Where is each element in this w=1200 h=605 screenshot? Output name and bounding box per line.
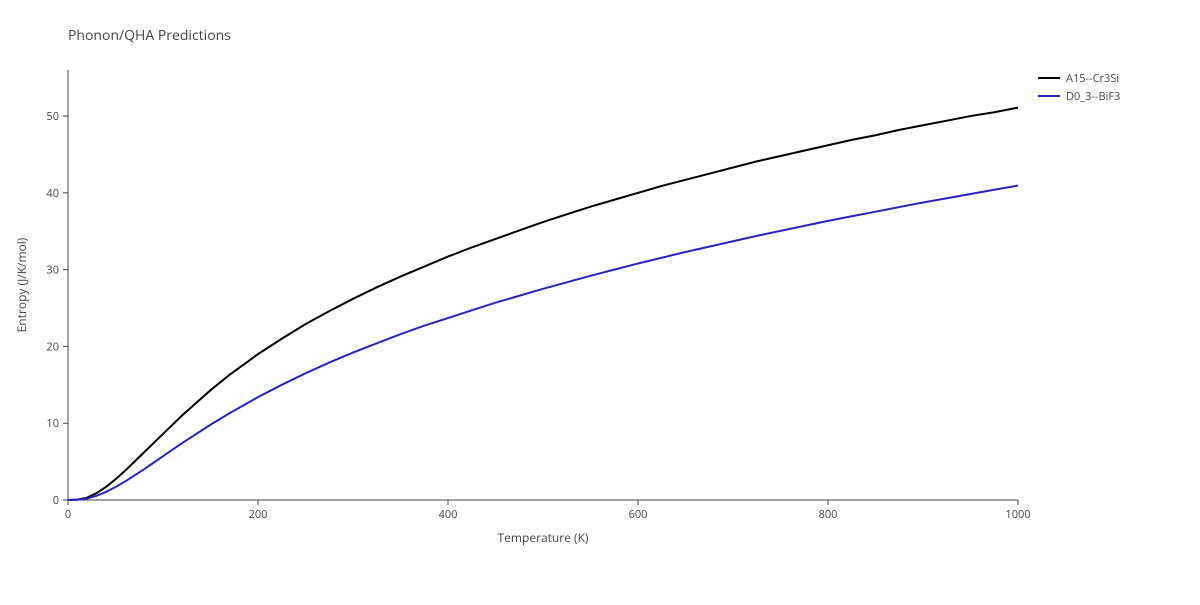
y-axis-label: Entropy (J/K/mol) <box>13 237 30 332</box>
y-tick-label: 10 <box>46 416 59 431</box>
x-tick-label: 1000 <box>1005 507 1030 522</box>
series-line <box>68 108 1018 500</box>
x-tick-label: 400 <box>439 507 458 522</box>
x-tick-label: 0 <box>65 507 71 522</box>
x-tick-label: 600 <box>629 507 648 522</box>
y-tick-label: 30 <box>46 263 59 278</box>
y-tick-label: 50 <box>46 109 59 124</box>
y-tick-label: 20 <box>46 339 59 354</box>
legend-label: D0_3--BiF3 <box>1066 89 1120 104</box>
chart-svg: 0 200 400 600 800 1000 0 10 20 30 40 50 Temperature … <box>0 0 1200 600</box>
x-tick-label: 800 <box>819 507 838 522</box>
x-axis-label: Temperature (K) <box>498 529 589 546</box>
legend-label: A15--Cr3Si <box>1066 71 1119 86</box>
x-tick-label: 200 <box>249 507 268 522</box>
y-tick-label: 0 <box>53 493 59 508</box>
chart-title: Phonon/QHA Predictions <box>68 26 231 45</box>
series-line <box>68 186 1018 500</box>
y-tick-label: 40 <box>46 186 59 201</box>
